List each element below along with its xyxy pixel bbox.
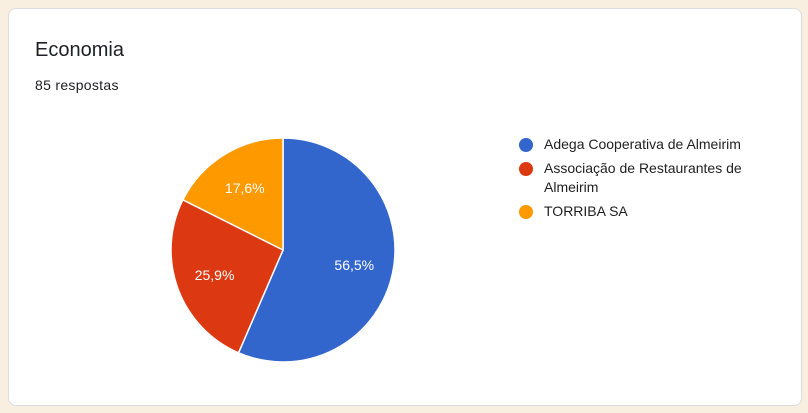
- legend-swatch: [519, 138, 533, 152]
- pie-chart: 56,5% 25,9% 17,6%: [170, 137, 396, 363]
- pie-slice[interactable]: [170, 198, 284, 354]
- legend-item[interactable]: Adega Cooperativa de Almeirim: [514, 135, 774, 154]
- legend-swatch: [519, 205, 533, 219]
- legend-label: Associação de Restaurantes de Almeirim: [544, 160, 742, 195]
- pie-slice[interactable]: [237, 137, 396, 363]
- legend: Adega Cooperativa de Almeirim Associação …: [514, 135, 774, 226]
- response-count: 85 respostas: [35, 77, 119, 93]
- slice-label: 17,6%: [225, 180, 265, 196]
- question-title: Economia: [35, 39, 124, 61]
- slice-label: 56,5%: [334, 257, 374, 273]
- chart-card: Economia 85 respostas 56,5% 25,9% 17,6% Ad…: [8, 8, 802, 406]
- legend-label: Adega Cooperativa de Almeirim: [544, 136, 741, 152]
- legend-item[interactable]: TORRIBA SA: [514, 202, 774, 221]
- legend-label: TORRIBA SA: [544, 203, 628, 219]
- slice-label: 25,9%: [195, 267, 235, 283]
- legend-item[interactable]: Associação de Restaurantes de Almeirim: [514, 159, 774, 197]
- legend-swatch: [519, 162, 533, 176]
- pie-slice[interactable]: [181, 137, 284, 252]
